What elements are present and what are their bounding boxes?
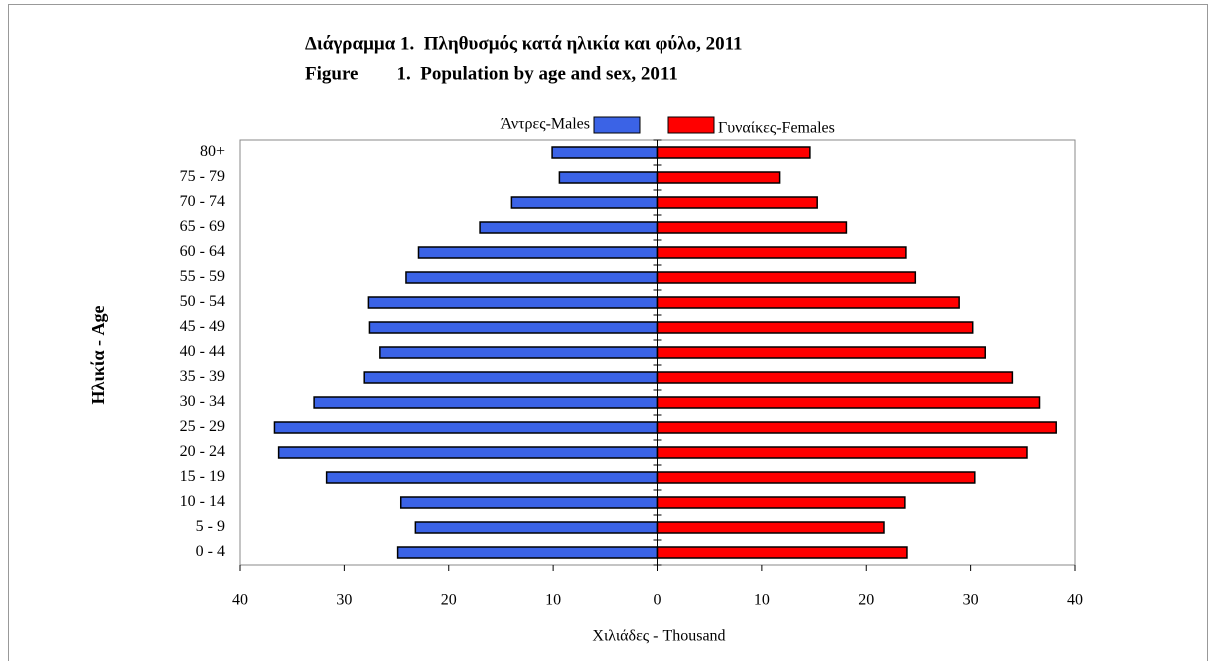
- bar: [379, 346, 659, 359]
- bar: [656, 221, 848, 234]
- y-tick-label: 75 - 79: [180, 168, 225, 185]
- y-tick-label: 70 - 74: [180, 193, 225, 210]
- bar: [277, 446, 659, 459]
- x-tick-label: 10: [545, 592, 561, 609]
- x-tick-label: 40: [1067, 592, 1083, 609]
- bar: [656, 546, 908, 559]
- y-axis-label: Ηλικία - Age: [88, 305, 108, 404]
- y-tick-label: 0 - 4: [196, 543, 225, 560]
- x-tick-label: 20: [441, 592, 457, 609]
- legend-swatch: [593, 116, 641, 134]
- bar: [656, 496, 906, 509]
- legend-label: Άντρες-Males: [501, 116, 591, 133]
- bar: [368, 321, 659, 334]
- bar: [479, 221, 659, 234]
- y-tick-label: 65 - 69: [180, 218, 225, 235]
- y-tick-label: 60 - 64: [180, 243, 225, 260]
- bar: [656, 321, 974, 334]
- y-tick-label: 5 - 9: [196, 518, 225, 535]
- y-tick-label: 25 - 29: [180, 418, 225, 435]
- bar: [656, 346, 986, 359]
- x-tick-label: 20: [858, 592, 874, 609]
- y-tick-label: 80+: [200, 143, 225, 160]
- bar: [273, 421, 659, 434]
- bar: [558, 171, 659, 184]
- y-tick-label: 15 - 19: [180, 468, 225, 485]
- x-tick-label: 30: [963, 592, 979, 609]
- x-tick-label: 30: [336, 592, 352, 609]
- x-axis-label: Χιλιάδες - Thousand: [592, 628, 725, 645]
- x-tick-label: 10: [754, 592, 770, 609]
- bar: [656, 296, 960, 309]
- bar: [656, 471, 976, 484]
- bar: [367, 296, 659, 309]
- y-tick-label: 10 - 14: [180, 493, 225, 510]
- bar: [656, 246, 907, 259]
- legend-swatch: [667, 116, 715, 134]
- chart-subtitle: Figure 1. Population by age and sex, 201…: [305, 63, 678, 84]
- legend-label: Γυναίκες-Females: [718, 120, 835, 137]
- bar: [656, 271, 917, 284]
- bar: [313, 396, 659, 409]
- bar: [399, 496, 659, 509]
- bar: [414, 521, 659, 534]
- bar: [656, 171, 781, 184]
- y-tick-label: 20 - 24: [180, 443, 225, 460]
- bar: [656, 396, 1041, 409]
- y-tick-label: 40 - 44: [180, 343, 225, 360]
- y-tick-label: 55 - 59: [180, 268, 225, 285]
- bar: [325, 471, 659, 484]
- y-tick-label: 30 - 34: [180, 393, 225, 410]
- bar: [656, 196, 818, 209]
- y-tick-label: 45 - 49: [180, 318, 225, 335]
- y-tick-label: 50 - 54: [180, 293, 225, 310]
- x-tick-label: 40: [232, 592, 248, 609]
- y-tick-label: 35 - 39: [180, 368, 225, 385]
- bar: [656, 521, 885, 534]
- bar: [656, 421, 1057, 434]
- bar: [551, 146, 659, 159]
- bar: [656, 446, 1028, 459]
- bar: [405, 271, 659, 284]
- bar: [363, 371, 659, 384]
- bar: [656, 371, 1014, 384]
- bar: [510, 196, 659, 209]
- bar: [656, 146, 811, 159]
- chart-title: Διάγραμμα 1. Πληθυσμός κατά ηλικία και φ…: [305, 33, 743, 54]
- bar: [417, 246, 659, 259]
- bar: [396, 546, 659, 559]
- x-tick-label: 0: [654, 592, 662, 609]
